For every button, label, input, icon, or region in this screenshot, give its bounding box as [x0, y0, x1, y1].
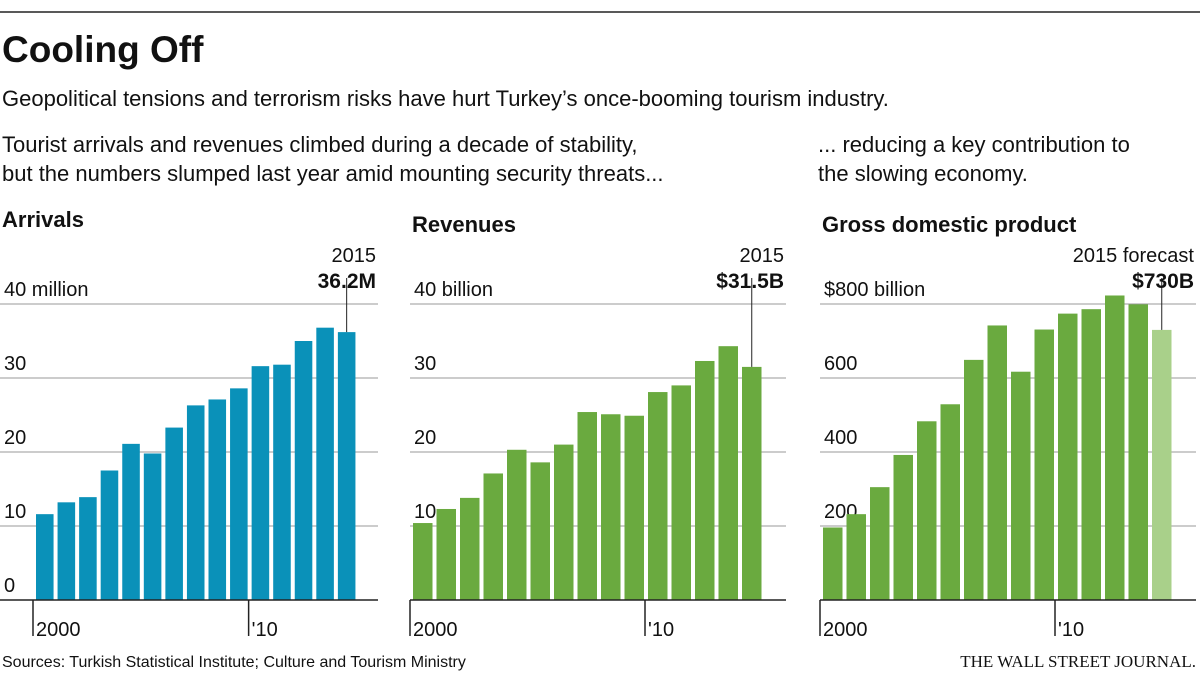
y-tick-label: 20	[414, 427, 436, 449]
bar	[846, 514, 866, 600]
bar	[436, 508, 456, 600]
bar	[1128, 304, 1148, 600]
bar	[893, 454, 913, 600]
title: Cooling Off	[2, 29, 204, 70]
intro: the slowing economy.	[818, 161, 1028, 186]
bar	[79, 497, 97, 600]
bar	[624, 415, 644, 600]
y-tick-label: 20	[4, 427, 26, 449]
bar	[1058, 313, 1078, 600]
bar	[507, 449, 527, 600]
bar	[1152, 329, 1172, 600]
bar	[273, 364, 291, 600]
bar	[718, 346, 738, 600]
bar	[100, 470, 119, 600]
bar	[36, 514, 54, 600]
chart-title: Revenues	[412, 212, 516, 237]
bar	[870, 487, 890, 600]
bar	[1011, 371, 1031, 600]
y-tick-label: 40 million	[4, 279, 88, 301]
bar	[530, 462, 550, 600]
y-tick-label: 30	[4, 353, 26, 375]
y-tick-label: 400	[824, 427, 857, 449]
bar	[251, 366, 270, 600]
bar	[823, 527, 843, 600]
intro: but the numbers slumped last year amid m…	[2, 161, 664, 186]
bar	[186, 405, 205, 600]
bar	[460, 497, 480, 600]
bar	[57, 502, 76, 600]
intro: ... reducing a key contribution to	[818, 132, 1130, 157]
bar	[122, 443, 140, 600]
annotation: $31.5B	[716, 270, 784, 293]
y-tick-label: 600	[824, 353, 857, 375]
annotation: 2015	[740, 245, 785, 267]
bar	[208, 399, 227, 600]
bar	[964, 359, 984, 600]
bar	[165, 427, 183, 600]
annotation: $730B	[1132, 270, 1194, 293]
annotation: 2015	[332, 245, 377, 267]
y-tick-label: 10	[414, 501, 436, 523]
bar	[143, 453, 162, 600]
x-tick-label: 2000	[823, 619, 868, 641]
y-tick-label: 30	[414, 353, 436, 375]
y-tick-label: $800 billion	[824, 279, 925, 301]
bar	[413, 523, 433, 600]
source: Sources: Turkish Statistical Institute; …	[2, 654, 466, 671]
subtitle: Geopolitical tensions and terrorism risk…	[2, 86, 889, 111]
bar	[917, 421, 937, 600]
bar	[987, 325, 1007, 600]
credit: THE WALL STREET JOURNAL.	[960, 652, 1196, 671]
x-tick-label: '10	[252, 619, 278, 641]
bar	[483, 473, 503, 600]
bar	[230, 388, 248, 600]
chart-title: Arrivals	[2, 207, 84, 232]
bar	[601, 414, 621, 600]
chart-title: Gross domestic product	[822, 212, 1077, 237]
bar	[742, 366, 762, 600]
x-tick-label: 2000	[413, 619, 458, 641]
bar	[1081, 309, 1101, 600]
bar	[337, 332, 356, 600]
bar	[1105, 295, 1125, 600]
bar	[648, 392, 668, 600]
bar	[577, 412, 597, 600]
bar	[671, 385, 691, 600]
bar	[1034, 329, 1054, 600]
y-tick-label: 10	[4, 501, 26, 523]
x-tick-label: '10	[648, 619, 674, 641]
bar	[695, 360, 715, 600]
intro: Tourist arrivals and revenues climbed du…	[2, 132, 637, 157]
annotation: 2015 forecast	[1073, 245, 1195, 267]
bar	[316, 327, 334, 600]
x-tick-label: 2000	[36, 619, 81, 641]
x-tick-label: '10	[1058, 619, 1084, 641]
bar	[554, 444, 574, 600]
bar	[294, 341, 313, 600]
bar	[940, 404, 960, 600]
y-tick-label: 40 billion	[414, 279, 493, 301]
annotation: 36.2M	[318, 270, 376, 293]
y-tick-label: 0	[4, 575, 15, 597]
